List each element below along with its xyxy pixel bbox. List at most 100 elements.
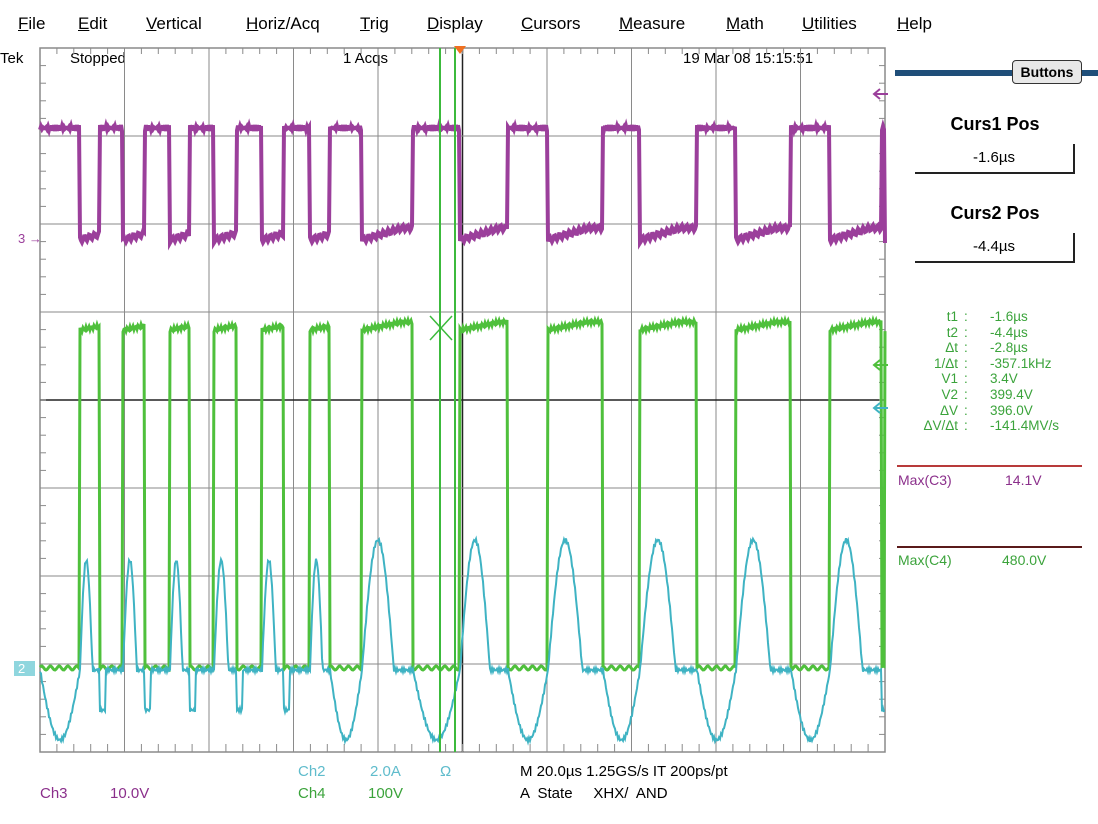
readout-value: 396.0V xyxy=(990,402,1033,418)
ch2-label[interactable]: Ch2 xyxy=(298,763,326,780)
menu-edit[interactable]: Edit xyxy=(78,14,107,34)
readout-row: V1: 3.4V xyxy=(880,371,1090,387)
timebase-readout[interactable]: M 20.0µs 1.25GS/s IT 200ps/pt xyxy=(520,763,728,780)
readout-sep: : xyxy=(964,402,968,418)
menu-label: ursors xyxy=(533,14,581,33)
panel-header-bar xyxy=(895,70,1098,76)
menu-label: rig xyxy=(369,14,389,33)
ch2-impedance: Ω xyxy=(440,763,452,780)
divider xyxy=(897,546,1082,548)
menu-utilities[interactable]: Utilities xyxy=(802,14,857,34)
menu-label: isplay xyxy=(439,14,483,33)
readout-value: -141.4MV/s xyxy=(990,418,1060,434)
menu-label: ath xyxy=(740,14,764,33)
menu-display[interactable]: Display xyxy=(427,14,483,34)
readout-value: 3.4V xyxy=(990,371,1018,387)
ch4-arrow-icon xyxy=(872,359,888,371)
ch3-trace xyxy=(38,118,887,251)
ch4-label[interactable]: Ch4 xyxy=(298,785,326,802)
menu-label: ertical xyxy=(156,14,202,33)
menu-mnemonic: M xyxy=(726,14,741,33)
ch3-marker-label: 3 xyxy=(18,231,26,246)
readout-key: Δt xyxy=(945,340,958,356)
readout-key: V2 xyxy=(941,387,958,402)
menu-label: elp xyxy=(909,14,932,33)
max-c3-label: Max(C3) xyxy=(898,472,952,488)
menu-measure[interactable]: Measure xyxy=(619,14,685,34)
max-c4-label: Max(C4) xyxy=(898,552,952,568)
acquisition-state: Stopped xyxy=(70,50,126,67)
readout-row: V2: 399.4V xyxy=(880,387,1090,403)
readout-sep: : xyxy=(964,418,968,434)
menu-mnemonic: D xyxy=(427,14,440,33)
menu-label: ile xyxy=(28,14,46,33)
menu-mnemonic: H xyxy=(897,14,910,33)
menu-mnemonic: E xyxy=(78,14,90,33)
ch2-scale[interactable]: 2.0A xyxy=(370,763,401,780)
menu-math[interactable]: Math xyxy=(726,14,764,34)
readout-value: -2.8µs xyxy=(990,340,1028,356)
acquisition-count: 1 Acqs xyxy=(343,50,389,67)
readout-sep: : xyxy=(964,387,968,402)
menu-file[interactable]: File xyxy=(18,14,45,34)
menu-mnemonic: F xyxy=(18,14,29,33)
readout-key: 1/Δt xyxy=(933,355,958,371)
menu-horiz-acq[interactable]: Horiz/Acq xyxy=(246,14,320,34)
readout-value: 399.4V xyxy=(990,387,1033,402)
readout-sep: : xyxy=(964,309,968,324)
readout-value: -4.4µs xyxy=(990,324,1028,340)
menu-mnemonic: C xyxy=(521,14,534,33)
readout-key: ΔV xyxy=(939,402,958,418)
ch2-marker[interactable]: 2 xyxy=(14,661,36,676)
buttons-button[interactable]: Buttons xyxy=(1012,60,1082,84)
readout-row: t2: -4.4µs xyxy=(880,325,1090,341)
ch3-marker[interactable]: 3 → xyxy=(18,231,42,246)
ch4-scale[interactable]: 100V xyxy=(368,785,404,802)
menu-mnemonic: V xyxy=(146,14,157,33)
readout-row: t1: -1.6µs xyxy=(880,309,1090,325)
divider xyxy=(897,465,1082,467)
curs2-pos-field[interactable]: -4.4µs xyxy=(915,233,1075,263)
readout-key: t2 xyxy=(946,324,958,340)
curs2-pos-title: Curs2 Pos xyxy=(950,203,1040,223)
menu-label: easure xyxy=(633,14,686,33)
brand-label: Tek xyxy=(0,50,24,67)
readout-row: ΔV: 396.0V xyxy=(880,403,1090,419)
curs1-pos-field[interactable]: -1.6µs xyxy=(915,144,1075,174)
readout-sep: : xyxy=(964,340,968,356)
readout-row: ΔV/Δt: -141.4MV/s xyxy=(880,418,1090,434)
ch3-label[interactable]: Ch3 xyxy=(40,785,68,802)
readout-sep: : xyxy=(964,355,968,371)
curs1-pos-title: Curs1 Pos xyxy=(950,114,1040,134)
readout-sep: : xyxy=(964,324,968,340)
menu-trig[interactable]: Trig xyxy=(360,14,389,34)
readout-value: -357.1kHz xyxy=(990,355,1052,371)
readout-row: 1/Δt: -357.1kHz xyxy=(880,356,1090,372)
ch2-trace xyxy=(39,535,885,746)
menu-label: dit xyxy=(89,14,108,33)
max-c3-value: 14.1V xyxy=(1005,472,1042,488)
cursor-readouts: t1: -1.6µs t2: -4.4µs Δt: -2.8µs 1/Δt: -357.1kH… xyxy=(880,309,1090,439)
ch3-arrow-icon xyxy=(872,88,888,100)
ch4-trace xyxy=(38,314,887,674)
cursor-crosshair-icon xyxy=(429,315,453,341)
ch3-scale[interactable]: 10.0V xyxy=(110,785,150,802)
readout-key: ΔV/Δt xyxy=(923,418,958,434)
menu-mnemonic: U xyxy=(802,14,815,33)
menu-cursors[interactable]: Cursors xyxy=(521,14,581,34)
menu-mnemonic: H xyxy=(246,14,259,33)
menu-help[interactable]: Help xyxy=(897,14,932,34)
menu-label: oriz/Acq xyxy=(258,14,320,33)
menu-label: tilities xyxy=(814,14,857,33)
trigger-position-icon xyxy=(454,46,466,54)
readout-sep: : xyxy=(964,371,968,387)
trigger-readout[interactable]: A State XHX/ AND xyxy=(520,785,668,802)
readout-key: t1 xyxy=(946,309,958,324)
readout-key: V1 xyxy=(941,371,958,387)
max-c4-value: 480.0V xyxy=(1002,552,1047,568)
readout-row: Δt: -2.8µs xyxy=(880,340,1090,356)
menu-mnemonic: T xyxy=(360,14,370,33)
menu-vertical[interactable]: Vertical xyxy=(146,14,202,34)
readout-value: -1.6µs xyxy=(990,309,1028,324)
